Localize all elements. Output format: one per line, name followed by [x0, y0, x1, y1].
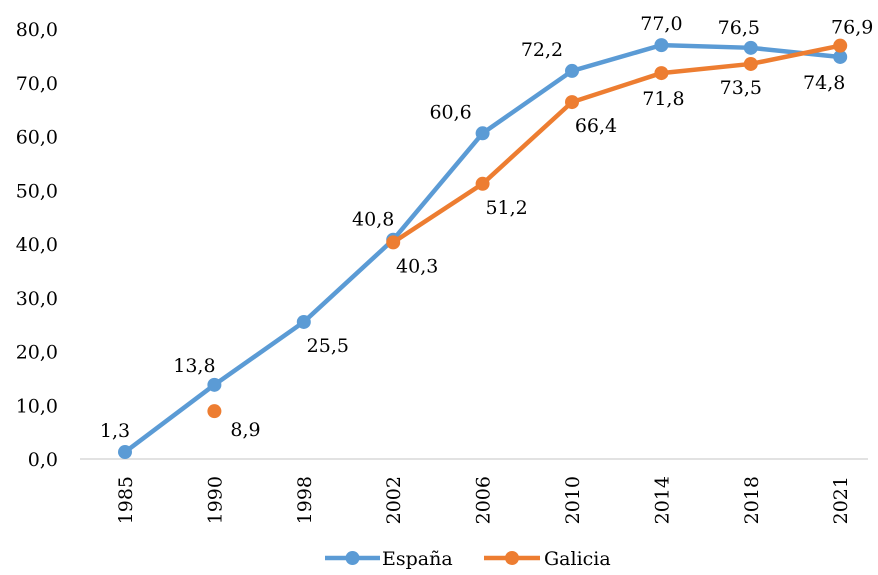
legend-item-espa-a: España	[325, 548, 453, 570]
y-tick-label: 10,0	[16, 395, 58, 417]
x-tick-label: 2010	[562, 476, 584, 524]
x-tick-label: 2006	[473, 476, 495, 524]
y-tick-label: 60,0	[16, 127, 58, 149]
data-label: 71,8	[642, 88, 684, 110]
y-tick-label: 0,0	[28, 449, 58, 471]
data-point	[118, 445, 132, 460]
legend-label: España	[382, 548, 453, 570]
x-axis: 1985 1990 1998 2002 2006 2010 2014 2018 2021	[80, 458, 868, 524]
data-point	[833, 49, 848, 64]
data-point	[296, 314, 311, 329]
x-tick-label: 2021	[830, 476, 852, 524]
x-tick-label: 2018	[741, 476, 763, 524]
data-label: 76,5	[718, 17, 760, 39]
data-point	[654, 38, 669, 53]
data-label: 66,4	[575, 115, 617, 137]
data-label: 8,9	[230, 419, 260, 441]
data-label: 60,6	[429, 101, 471, 123]
y-tick-label: 80,0	[16, 19, 58, 41]
y-tick-label: 50,0	[16, 180, 58, 202]
data-label: 51,2	[485, 197, 527, 219]
data-label: 40,8	[352, 209, 394, 231]
data-point	[743, 56, 758, 71]
data-label: 1,3	[100, 420, 130, 442]
data-label: 40,3	[396, 255, 438, 277]
legend: España Galicia	[325, 548, 611, 570]
series-espa-a	[118, 38, 848, 460]
series-galicia	[207, 38, 848, 419]
data-label: 73,5	[720, 77, 762, 99]
data-point	[475, 176, 490, 191]
y-tick-label: 20,0	[16, 342, 58, 364]
x-tick-label: 2014	[651, 476, 673, 524]
legend-item-galicia: Galicia	[484, 548, 611, 570]
x-tick-label: 1985	[115, 476, 137, 524]
series-layer	[118, 38, 848, 460]
x-tick-label: 1998	[294, 476, 316, 524]
x-tick-label: 1990	[204, 476, 226, 524]
data-point	[743, 40, 758, 55]
data-point	[207, 377, 222, 392]
data-point	[386, 235, 401, 250]
data-point	[833, 38, 848, 53]
data-label: 77,0	[640, 13, 682, 35]
data-label: 76,9	[831, 17, 873, 39]
legend-marker	[345, 551, 360, 565]
data-point	[565, 63, 579, 78]
x-tick-label: 2002	[383, 476, 405, 524]
legend-label: Galicia	[544, 548, 611, 570]
data-point	[207, 404, 222, 419]
data-labels: 1,3 13,8 25,5 40,8 60,6 72,2 77,0 76,5 74,8 8,9 40…	[100, 13, 873, 442]
legend-marker	[505, 551, 519, 565]
data-point	[654, 66, 669, 81]
data-point	[475, 126, 490, 141]
y-tick-label: 70,0	[16, 73, 58, 95]
y-axis: 0,0 10,0 20,0 30,0 40,0 50,0 60,0 70,0 80,0	[16, 19, 58, 471]
data-label: 13,8	[173, 355, 215, 377]
series-line	[122, 42, 843, 455]
y-tick-label: 30,0	[16, 288, 58, 310]
y-tick-label: 40,0	[16, 234, 58, 256]
data-label: 74,8	[803, 72, 845, 94]
data-point	[565, 95, 579, 110]
data-label: 25,5	[307, 335, 349, 357]
series-line	[390, 43, 843, 245]
data-label: 72,2	[521, 39, 563, 61]
